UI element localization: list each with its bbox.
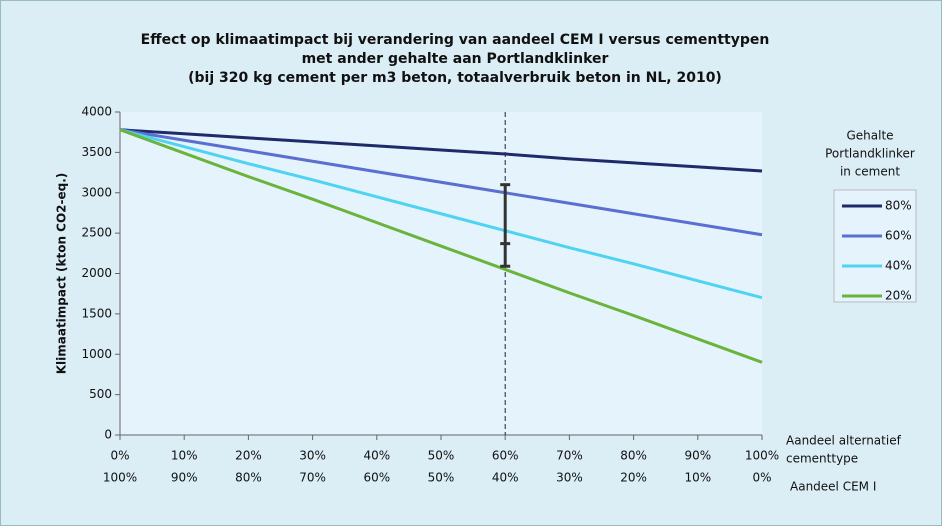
legend-title: in cement: [840, 165, 900, 179]
x2-tick-label: 60%: [363, 471, 390, 485]
x2-tick-label: 20%: [620, 471, 647, 485]
y-tick-label: 2000: [81, 266, 112, 280]
x2-tick-label: 100%: [103, 471, 137, 485]
x2-tick-label: 30%: [556, 471, 583, 485]
y-tick-label: 1500: [81, 306, 112, 320]
x-tick-label: 40%: [363, 449, 390, 463]
legend-title: Gehalte: [846, 129, 893, 143]
series-line: [119, 128, 763, 237]
x-tick-label: 0%: [110, 449, 129, 463]
x-tick-label: 60%: [492, 449, 519, 463]
x-tick-label: 90%: [684, 449, 711, 463]
y-tick-label: 3500: [81, 145, 112, 159]
x2-tick-label: 70%: [299, 471, 326, 485]
y-axis-label: Klimaatimpact (kton CO2-eq.): [55, 173, 69, 375]
x-axis-label: cementtype: [786, 452, 858, 466]
x-tick-label: 80%: [620, 449, 647, 463]
chart-title: Effect op klimaatimpact bij verandering …: [141, 32, 770, 48]
x-axis-label: Aandeel alternatief: [786, 434, 902, 448]
series-line: [119, 128, 763, 364]
y-tick-label: 3000: [81, 185, 112, 199]
chart-title: met ander gehalte aan Portlandklinker: [302, 51, 609, 67]
legend-label: 40%: [885, 259, 912, 273]
y-tick-label: 2500: [81, 226, 112, 240]
series-line: [119, 128, 763, 300]
legend-title: Portlandklinker: [825, 147, 915, 161]
x-tick-label: 100%: [745, 449, 779, 463]
x2-tick-label: 0%: [752, 471, 771, 485]
x-tick-label: 20%: [235, 449, 262, 463]
x2-tick-label: 10%: [684, 471, 711, 485]
y-tick-label: 0: [104, 428, 112, 442]
x2-axis-label: Aandeel CEM I: [790, 480, 876, 494]
x-tick-label: 50%: [428, 449, 455, 463]
x-tick-label: 30%: [299, 449, 326, 463]
chart-title: (bij 320 kg cement per m3 beton, totaalv…: [188, 70, 722, 86]
series-line: [119, 128, 763, 173]
legend-label: 20%: [885, 289, 912, 303]
x-tick-label: 10%: [171, 449, 198, 463]
y-tick-label: 500: [89, 387, 112, 401]
y-tick-label: 1000: [81, 347, 112, 361]
x2-tick-label: 40%: [492, 471, 519, 485]
x2-tick-label: 50%: [428, 471, 455, 485]
x2-tick-label: 90%: [171, 471, 198, 485]
y-tick-label: 4000: [81, 105, 112, 119]
x2-tick-label: 80%: [235, 471, 262, 485]
legend-box: [833, 189, 917, 303]
legend-label: 80%: [885, 199, 912, 213]
plot-area: [120, 112, 762, 435]
legend-label: 60%: [885, 229, 912, 243]
x-tick-label: 70%: [556, 449, 583, 463]
